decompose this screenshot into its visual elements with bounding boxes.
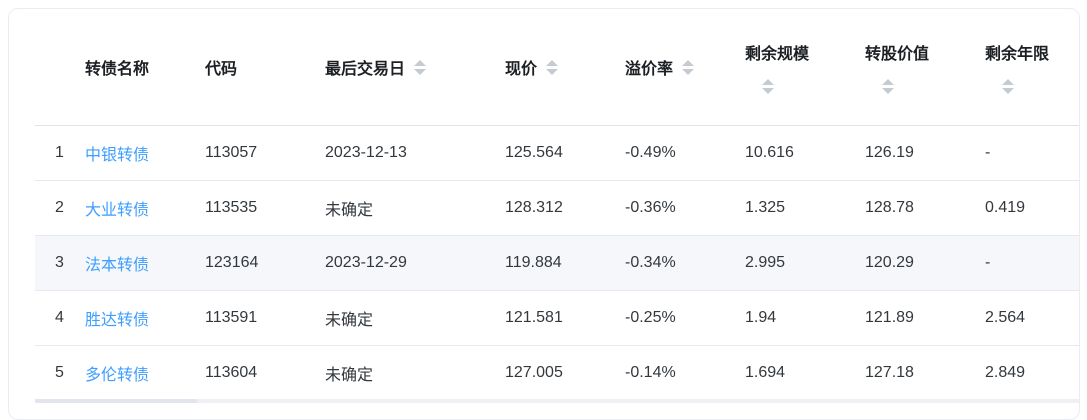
sort-caret-icon: [762, 79, 774, 94]
index-cell: 5: [35, 345, 85, 401]
column-label-price: 现价: [505, 61, 538, 78]
sort-asc-icon: [762, 79, 774, 85]
code-cell: 123164: [205, 235, 325, 291]
last_trade_date-cell: 2023-12-29: [325, 235, 505, 291]
remaining_size-cell: 10.616: [745, 125, 865, 181]
last_trade_date-cell: 未确定: [325, 290, 505, 346]
column-label-last-trade-date: 最后交易日: [325, 61, 406, 78]
bond-name-cell: 大业转债: [85, 180, 205, 236]
remaining_years-cell: -: [985, 125, 1079, 181]
last_trade_date-cell: 2023-12-13: [325, 125, 505, 181]
table-row: 3 法本转债 123164 2023-12-29 119.884 -0.34% 2.995 1…: [35, 235, 1079, 291]
remaining_size-cell: 1.694: [745, 345, 865, 401]
column-header-remaining-years[interactable]: 剩余年限: [985, 9, 1079, 126]
sort-desc-icon: [762, 88, 774, 94]
bond-name-link[interactable]: 法本转债: [85, 257, 150, 274]
next-row-fixed-columns-part: [35, 399, 197, 403]
column-label-remaining-years: 剩余年限: [985, 46, 1050, 63]
index-cell: 1: [35, 125, 85, 181]
table-row: 5 多伦转债 113604 未确定 127.005 -0.14% 1.694 127.18 2.…: [35, 345, 1079, 401]
sort-asc-icon: [414, 59, 427, 66]
column-label-remaining-size: 剩余规模: [745, 46, 810, 63]
bond-name-cell: 胜达转债: [85, 290, 205, 346]
sort-desc-icon: [546, 68, 559, 75]
sort-asc-icon: [1002, 79, 1014, 85]
table-row: 1 中银转债 113057 2023-12-13 125.564 -0.49% 10.616…: [35, 125, 1079, 181]
last_trade_date-cell: 未确定: [325, 180, 505, 236]
premium_rate-cell: -0.49%: [625, 125, 745, 181]
remaining_years-cell: 0.419: [985, 180, 1079, 236]
table-header-row: 转债名称 代码 最后交易日 现价: [35, 9, 1079, 126]
column-header-remaining-size[interactable]: 剩余规模: [745, 9, 865, 126]
code-cell: 113591: [205, 290, 325, 346]
price-cell: 121.581: [505, 290, 625, 346]
conversion_value-cell: 126.19: [865, 125, 985, 181]
table-header: 转债名称 代码 最后交易日 现价: [35, 9, 1079, 126]
bond-name-link[interactable]: 多伦转债: [85, 367, 150, 384]
bond-name-cell: 法本转债: [85, 235, 205, 291]
bond-name-cell: 中银转债: [85, 125, 205, 181]
index-cell: 2: [35, 180, 85, 236]
sort-desc-icon: [414, 68, 427, 75]
conversion_value-cell: 121.89: [865, 290, 985, 346]
table-row: 2 大业转债 113535 未确定 128.312 -0.36% 1.325 128.78 0.…: [35, 180, 1079, 236]
bond-name-link[interactable]: 胜达转债: [85, 312, 150, 329]
bond-name-link[interactable]: 中银转债: [85, 147, 150, 164]
conversion_value-cell: 127.18: [865, 345, 985, 401]
premium_rate-cell: -0.14%: [625, 345, 745, 401]
conversion_value-cell: 120.29: [865, 235, 985, 291]
sort-desc-icon: [682, 68, 695, 75]
sort-asc-icon: [682, 59, 695, 66]
table-body: 1 中银转债 113057 2023-12-13 125.564 -0.49% 10.616…: [35, 125, 1079, 401]
last_trade_date-cell: 未确定: [325, 345, 505, 401]
column-header-price[interactable]: 现价: [505, 9, 625, 126]
price-cell: 127.005: [505, 345, 625, 401]
remaining_size-cell: 1.325: [745, 180, 865, 236]
convertible-bond-table: 转债名称 代码 最后交易日 现价: [35, 9, 1079, 401]
remaining_years-cell: 2.564: [985, 290, 1079, 346]
sort-caret-icon: [882, 79, 894, 94]
sort-caret-icon: [682, 59, 695, 75]
next-row-scroll-part: [197, 399, 1079, 403]
sort-desc-icon: [882, 88, 894, 94]
column-header-conversion-value[interactable]: 转股价值: [865, 9, 985, 126]
index-cell: 4: [35, 290, 85, 346]
conversion_value-cell: 128.78: [865, 180, 985, 236]
premium_rate-cell: -0.34%: [625, 235, 745, 291]
table-row: 4 胜达转债 113591 未确定 121.581 -0.25% 1.94 121.89 2.5…: [35, 290, 1079, 346]
column-header-premium-rate[interactable]: 溢价率: [625, 9, 745, 126]
bond-name-link[interactable]: 大业转债: [85, 202, 150, 219]
remaining_years-cell: -: [985, 235, 1079, 291]
premium_rate-cell: -0.25%: [625, 290, 745, 346]
column-header-code: 代码: [205, 9, 325, 126]
code-cell: 113535: [205, 180, 325, 236]
sort-desc-icon: [1002, 88, 1014, 94]
next-row-partial: [35, 399, 1079, 403]
column-label-code: 代码: [205, 61, 238, 78]
sort-asc-icon: [882, 79, 894, 85]
column-label-premium-rate: 溢价率: [625, 61, 674, 78]
price-cell: 128.312: [505, 180, 625, 236]
sort-caret-icon: [1002, 79, 1014, 94]
index-cell: 3: [35, 235, 85, 291]
sort-caret-icon: [414, 59, 427, 75]
bond-name-cell: 多伦转债: [85, 345, 205, 401]
index-column-header: [35, 9, 85, 126]
column-label-conversion-value: 转股价值: [865, 46, 930, 63]
bond-table-card: 转债名称 代码 最后交易日 现价: [8, 8, 1080, 420]
sort-asc-icon: [546, 59, 559, 66]
column-label-bond-name: 转债名称: [85, 61, 150, 78]
remaining_size-cell: 1.94: [745, 290, 865, 346]
price-cell: 125.564: [505, 125, 625, 181]
price-cell: 119.884: [505, 235, 625, 291]
column-header-bond-name: 转债名称: [85, 9, 205, 126]
premium_rate-cell: -0.36%: [625, 180, 745, 236]
remaining_size-cell: 2.995: [745, 235, 865, 291]
sort-caret-icon: [546, 59, 559, 75]
code-cell: 113604: [205, 345, 325, 401]
remaining_years-cell: 2.849: [985, 345, 1079, 401]
column-header-last-trade-date[interactable]: 最后交易日: [325, 9, 505, 126]
code-cell: 113057: [205, 125, 325, 181]
